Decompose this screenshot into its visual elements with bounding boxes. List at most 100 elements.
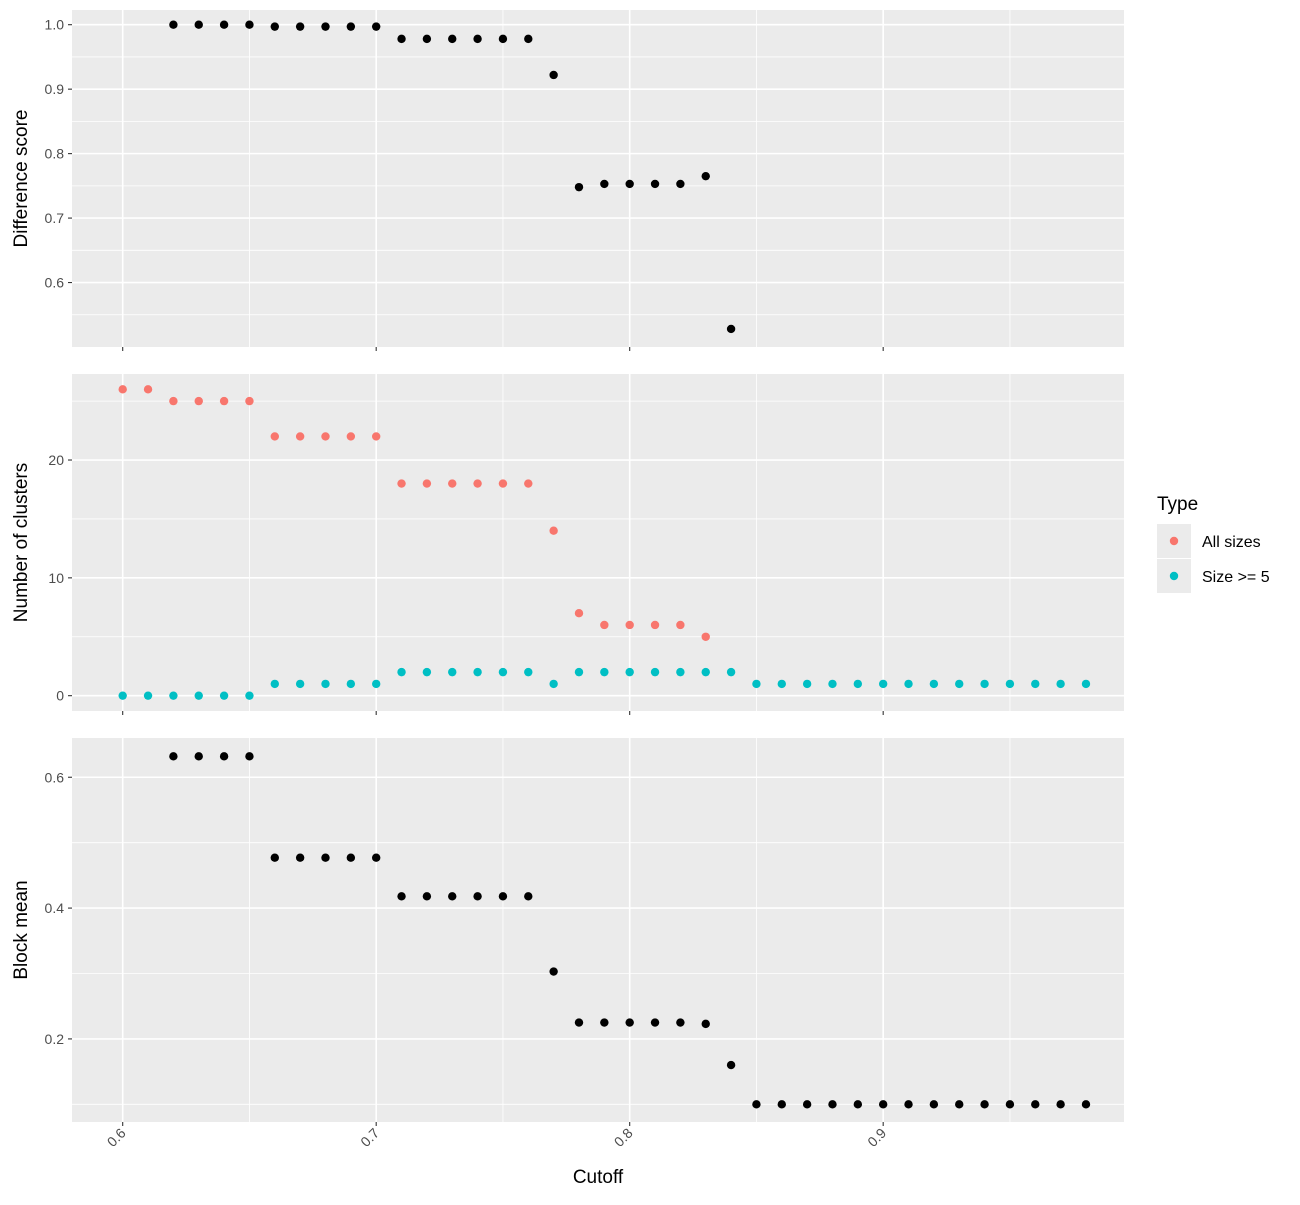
data-point-clusters bbox=[371, 432, 381, 441]
data-point-clusters bbox=[498, 479, 508, 488]
data-point-clusters bbox=[118, 385, 127, 394]
legend-title: Type bbox=[1157, 494, 1198, 515]
x-tick-label: 0.6 bbox=[104, 1125, 129, 1150]
data-point-difference bbox=[574, 182, 584, 192]
data-point-blockmean bbox=[600, 1018, 609, 1027]
data-point-blockmean bbox=[448, 892, 457, 901]
data-point-blockmean bbox=[371, 853, 381, 862]
data-point-blockmean bbox=[777, 1100, 786, 1109]
data-point-clusters bbox=[422, 479, 432, 488]
y-tick-label-blockmean: 0.6 bbox=[45, 769, 65, 785]
data-point-clusters bbox=[245, 691, 254, 700]
data-point-difference bbox=[194, 20, 203, 29]
data-point-clusters bbox=[1005, 679, 1015, 689]
data-point-difference bbox=[169, 20, 178, 29]
y-tick-label-clusters: 0 bbox=[56, 688, 64, 704]
data-point-clusters bbox=[1081, 679, 1091, 689]
data-point-clusters bbox=[194, 691, 203, 700]
data-point-blockmean bbox=[650, 1018, 660, 1027]
data-point-clusters bbox=[828, 679, 837, 689]
data-point-clusters bbox=[295, 679, 305, 689]
data-point-clusters bbox=[422, 667, 432, 677]
data-point-difference bbox=[346, 22, 356, 31]
data-point-clusters bbox=[524, 479, 533, 488]
data-point-difference bbox=[219, 20, 229, 29]
data-point-blockmean bbox=[853, 1100, 863, 1109]
data-point-blockmean bbox=[1031, 1100, 1040, 1109]
data-point-clusters bbox=[600, 667, 609, 677]
data-point-difference bbox=[625, 179, 634, 189]
data-point-difference bbox=[397, 34, 406, 44]
data-point-blockmean bbox=[904, 1100, 913, 1109]
data-point-clusters bbox=[524, 667, 533, 677]
data-point-clusters bbox=[194, 396, 203, 406]
data-point-difference bbox=[295, 22, 305, 31]
data-point-blockmean bbox=[752, 1100, 761, 1109]
data-point-blockmean bbox=[498, 892, 508, 901]
data-point-blockmean bbox=[980, 1100, 989, 1109]
legend-label: Size >= 5 bbox=[1202, 569, 1270, 586]
data-point-clusters bbox=[955, 679, 964, 689]
data-point-difference bbox=[270, 22, 279, 31]
data-point-difference bbox=[701, 171, 710, 181]
data-point-difference bbox=[448, 34, 457, 44]
y-tick-label-difference: 0.8 bbox=[45, 146, 65, 162]
data-point-clusters bbox=[650, 620, 660, 630]
x-tick-label: 0.8 bbox=[611, 1125, 636, 1150]
data-point-clusters bbox=[676, 620, 685, 630]
data-point-clusters bbox=[777, 679, 786, 689]
data-point-clusters bbox=[625, 667, 634, 677]
data-point-blockmean bbox=[194, 752, 203, 761]
data-point-blockmean bbox=[828, 1100, 837, 1109]
data-point-blockmean bbox=[701, 1019, 710, 1029]
data-point-clusters bbox=[118, 691, 127, 700]
data-point-clusters bbox=[169, 396, 178, 406]
data-point-blockmean bbox=[1005, 1100, 1015, 1109]
data-point-clusters bbox=[1031, 679, 1040, 689]
data-point-blockmean bbox=[295, 853, 305, 862]
panel-background-blockmean bbox=[72, 738, 1124, 1122]
y-tick-label-difference: 0.6 bbox=[45, 275, 65, 291]
data-point-clusters bbox=[853, 679, 863, 689]
data-point-clusters bbox=[498, 667, 508, 677]
y-tick-label-difference: 0.9 bbox=[45, 81, 65, 97]
data-point-blockmean bbox=[219, 752, 229, 761]
data-point-clusters bbox=[1056, 679, 1065, 689]
data-point-blockmean bbox=[397, 892, 406, 901]
data-point-clusters bbox=[371, 679, 381, 689]
data-point-blockmean bbox=[929, 1100, 939, 1109]
y-tick-label-difference: 0.7 bbox=[45, 210, 65, 226]
y-axis-title-blockmean: Block mean bbox=[11, 880, 32, 979]
data-point-blockmean bbox=[625, 1018, 634, 1027]
data-point-blockmean bbox=[676, 1018, 685, 1027]
data-point-clusters bbox=[752, 679, 761, 689]
data-point-clusters bbox=[574, 667, 584, 677]
data-point-clusters bbox=[346, 679, 356, 689]
y-axis-title-clusters: Number of clusters bbox=[11, 463, 32, 622]
data-point-blockmean bbox=[1081, 1100, 1091, 1109]
data-point-clusters bbox=[878, 679, 888, 689]
data-point-blockmean bbox=[1056, 1100, 1065, 1109]
y-tick-label-clusters: 10 bbox=[48, 570, 64, 586]
data-point-difference bbox=[321, 22, 330, 31]
data-point-blockmean bbox=[549, 967, 558, 976]
data-point-clusters bbox=[701, 632, 710, 641]
data-point-difference bbox=[245, 20, 254, 29]
data-point-difference bbox=[371, 22, 381, 31]
data-point-clusters bbox=[549, 526, 558, 535]
data-point-blockmean bbox=[878, 1100, 888, 1109]
data-point-difference bbox=[650, 179, 660, 189]
data-point-clusters bbox=[650, 667, 660, 677]
data-point-difference bbox=[498, 34, 508, 44]
data-point-difference bbox=[524, 34, 533, 44]
data-point-clusters bbox=[321, 679, 330, 689]
x-axis-title: Cutoff bbox=[573, 1167, 624, 1188]
data-point-blockmean bbox=[346, 853, 356, 862]
data-point-blockmean bbox=[574, 1018, 584, 1027]
legend-label: All sizes bbox=[1202, 534, 1261, 551]
data-point-clusters bbox=[549, 679, 558, 689]
data-point-clusters bbox=[600, 620, 609, 630]
data-point-blockmean bbox=[726, 1060, 736, 1070]
